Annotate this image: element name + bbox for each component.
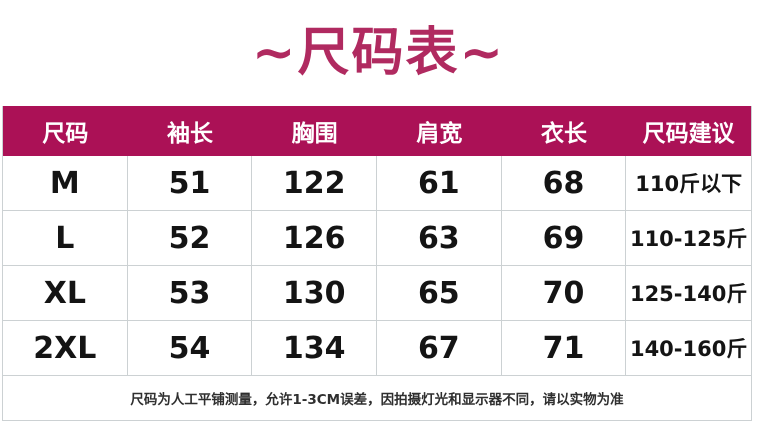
table-cell-sleeve: 53 (128, 266, 253, 320)
table-cell-sleeve: 54 (128, 321, 253, 375)
header-cell-size: 尺码 (42, 121, 89, 147)
table-cell-chest: 126 (252, 211, 377, 265)
table-row-xl: XL 53 130 65 70 125-140斤 (3, 266, 751, 321)
table-row-l: L 52 126 63 69 110-125斤 (3, 211, 751, 266)
table-cell-length: 70 (502, 266, 627, 320)
header-cell-chest: 胸围 (291, 121, 338, 147)
table-cell-length: 69 (502, 211, 627, 265)
table-cell-chest: 122 (252, 156, 377, 210)
table-cell-suggestion: 140-160斤 (629, 337, 748, 361)
table-cell-suggestion: 110-125斤 (629, 227, 748, 251)
table-cell-length: 71 (502, 321, 627, 375)
header-cell-size-suggestion: 尺码建议 (642, 121, 735, 147)
table-cell-sleeve: 51 (128, 156, 253, 210)
table-cell-suggestion: 125-140斤 (629, 282, 748, 306)
table-row-m: M 51 122 61 68 110斤以下 (3, 156, 751, 211)
measurement-note: 尺码为人工平铺测量，允许1-3CM误差，因拍摄灯光和显示器不同，请以实物为准 (130, 392, 624, 408)
table-cell-size: M (3, 156, 128, 210)
table-cell-chest: 134 (252, 321, 377, 375)
size-table: 尺码 袖长 胸围 肩宽 衣长 尺码建议 M 51 122 61 68 110斤以… (2, 106, 752, 421)
table-cell-shoulder: 67 (377, 321, 502, 375)
table-cell-shoulder: 63 (377, 211, 502, 265)
table-cell-size: 2XL (3, 321, 128, 375)
table-header-row: 尺码 袖长 胸围 肩宽 衣长 尺码建议 (3, 106, 751, 156)
table-cell-sleeve: 52 (128, 211, 253, 265)
header-cell-shoulder-width: 肩宽 (416, 121, 463, 147)
table-cell-shoulder: 65 (377, 266, 502, 320)
header-cell-garment-length: 衣长 (540, 121, 587, 147)
header-cell-sleeve-length: 袖长 (166, 121, 213, 147)
table-cell-size: L (3, 211, 128, 265)
table-cell-shoulder: 61 (377, 156, 502, 210)
page-title: ~尺码表~ (251, 23, 506, 83)
table-cell-suggestion: 110斤以下 (635, 172, 743, 196)
table-cell-chest: 130 (252, 266, 377, 320)
table-cell-size: XL (3, 266, 128, 320)
title-band: ~尺码表~ (0, 0, 757, 106)
table-footer: 尺码为人工平铺测量，允许1-3CM误差，因拍摄灯光和显示器不同，请以实物为准 (3, 376, 751, 420)
table-row-2xl: 2XL 54 134 67 71 140-160斤 (3, 321, 751, 376)
table-cell-length: 68 (502, 156, 627, 210)
